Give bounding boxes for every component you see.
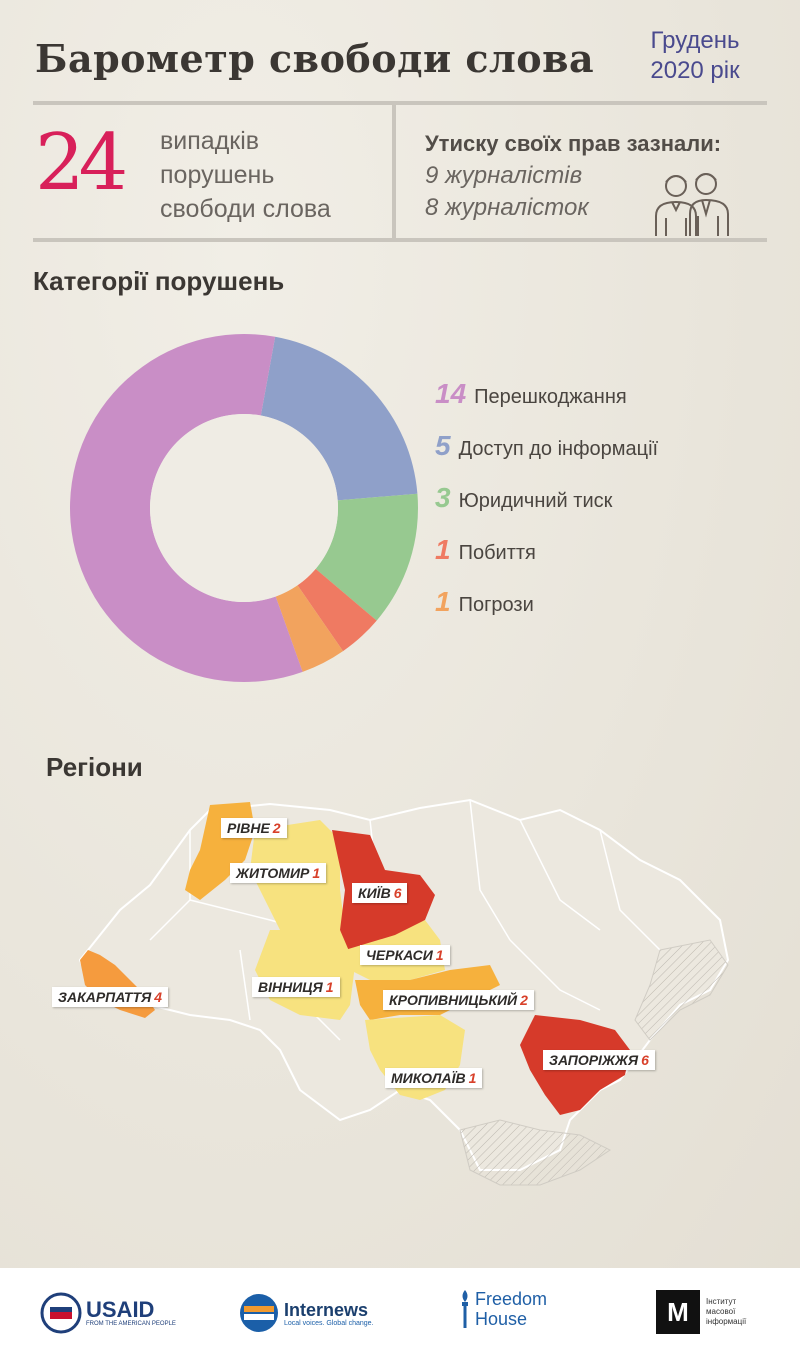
legend-item-threats: 1 Погрози <box>435 586 534 618</box>
slice-obstruction <box>69 334 303 682</box>
date-month: Грудень <box>650 27 740 54</box>
legend-item-legal: 3 Юридичний тиск <box>435 482 612 514</box>
legend-label: Доступ до інформації <box>458 438 659 460</box>
imi-line-1: Інститут <box>706 1297 737 1306</box>
slice-beating <box>297 568 377 652</box>
legend-item-access: 5 Доступ до інформації <box>435 430 658 462</box>
region-count: 1 <box>312 865 321 881</box>
map-label-cherkasy: ЧЕРКАСИ 1 <box>360 945 450 965</box>
donut-hole <box>150 414 338 602</box>
region-name: КРОПИВНИЦЬКИЙ <box>389 992 518 1008</box>
legend-label: Юридичний тиск <box>458 490 613 512</box>
legend-value: 5 <box>435 430 451 461</box>
legend-label: Побиття <box>458 542 536 564</box>
map-label-zhytomyr: ЖИТОМИР 1 <box>230 863 327 883</box>
region-count: 1 <box>468 1070 477 1086</box>
map-label-kropyvnytskyi: КРОПИВНИЦЬКИЙ 2 <box>383 990 534 1010</box>
legend-value: 1 <box>435 586 451 617</box>
journalists-female: 8 журналісток <box>425 194 589 221</box>
map-label-vinnytsia: ВІННИЦЯ 1 <box>252 977 340 997</box>
region-name: РІВНЕ <box>227 820 270 836</box>
slice-threats <box>275 585 344 672</box>
imi-line-3: інформації <box>706 1317 747 1326</box>
journalists-male: 9 журналістів <box>425 162 583 189</box>
house-text: House <box>475 1309 528 1329</box>
internews-globe-icon <box>240 1294 278 1332</box>
region-count: 1 <box>435 947 444 963</box>
occupied-east-hatched <box>634 939 729 1041</box>
legend-label: Погрози <box>458 594 534 616</box>
date-year: 2020 рік <box>650 57 740 84</box>
vertical-divider <box>392 101 396 242</box>
cases-line-1: випадків <box>160 127 260 155</box>
cases-line-3: свободи слова <box>160 195 331 223</box>
torch-icon <box>462 1290 468 1328</box>
bottom-divider <box>33 238 767 242</box>
cases-line-2: порушень <box>160 161 275 189</box>
region-count: 6 <box>393 885 402 901</box>
legend-label: Перешкоджання <box>474 386 627 408</box>
categories-donut-chart <box>69 334 418 682</box>
region-count: 1 <box>325 979 334 995</box>
map-label-zaporizhzhia: ЗАПОРІЖЖЯ 6 <box>543 1050 655 1070</box>
cases-description: випадків порушень свободи слова <box>160 124 331 226</box>
report-date: Грудень 2020 рік <box>620 26 770 86</box>
categories-title: Категорії порушень <box>33 266 285 296</box>
internews-subtext: Local voices. Global change. <box>284 1319 374 1327</box>
region-count: 2 <box>520 992 528 1008</box>
region-name: КИЇВ <box>358 885 391 901</box>
usaid-text: USAID <box>86 1297 155 1322</box>
slice-access <box>260 336 418 501</box>
total-cases-number: 24 <box>35 118 128 208</box>
map-label-kyiv: КИЇВ 6 <box>352 883 408 903</box>
imi-logo[interactable]: М Інститут масової інформації <box>656 1290 746 1334</box>
page-title: Барометр свободи слова <box>35 36 595 81</box>
region-count: 2 <box>272 820 281 836</box>
region-name: МИКОЛАЇВ <box>391 1070 466 1086</box>
journalists-people-icon <box>655 173 729 236</box>
freedom-text: Freedom <box>475 1289 548 1309</box>
map-label-rivne: РІВНЕ 2 <box>221 818 287 838</box>
region-count: 4 <box>154 989 163 1005</box>
imi-line-2: масової <box>706 1307 736 1316</box>
map-label-zakarpattia: ЗАКАРПАТТЯ 4 <box>52 987 169 1007</box>
usaid-logo[interactable]: USAID FROM THE AMERICAN PEOPLE <box>40 1292 176 1334</box>
region-count: 6 <box>641 1052 649 1068</box>
imi-m-icon: М <box>656 1290 700 1334</box>
region-name: ЧЕРКАСИ <box>366 947 433 963</box>
legend-value: 1 <box>435 534 451 565</box>
internews-logo[interactable]: Internews Local voices. Global change. <box>238 1292 374 1334</box>
legend-item-obstruction: 14 Перешкоджання <box>435 378 627 410</box>
usaid-seal-icon <box>40 1292 82 1334</box>
legend-value: 14 <box>435 378 467 409</box>
usaid-subtext: FROM THE AMERICAN PEOPLE <box>86 1321 176 1327</box>
region-name: ЗАКАРПАТТЯ <box>58 989 152 1005</box>
region-name: ЖИТОМИР <box>236 865 310 881</box>
pressure-title: Утиску своїх прав зазнали: <box>425 131 722 156</box>
region-vinnytsia <box>255 930 355 1020</box>
legend-item-beating: 1 Побиття <box>435 534 536 566</box>
slice-legal <box>315 493 418 621</box>
region-name: ЗАПОРІЖЖЯ <box>549 1052 639 1068</box>
footer-logos: USAID FROM THE AMERICAN PEOPLE Internews… <box>0 1268 800 1355</box>
regions-title: Регіони <box>46 752 143 782</box>
map-label-mykolaiv: МИКОЛАЇВ 1 <box>385 1068 483 1088</box>
freedom-house-logo[interactable]: Freedom House <box>458 1288 547 1330</box>
internews-text: Internews <box>284 1299 369 1320</box>
legend-value: 3 <box>435 482 451 513</box>
region-name: ВІННИЦЯ <box>258 979 323 995</box>
crimea-hatched <box>459 1119 611 1186</box>
top-divider <box>33 101 767 105</box>
